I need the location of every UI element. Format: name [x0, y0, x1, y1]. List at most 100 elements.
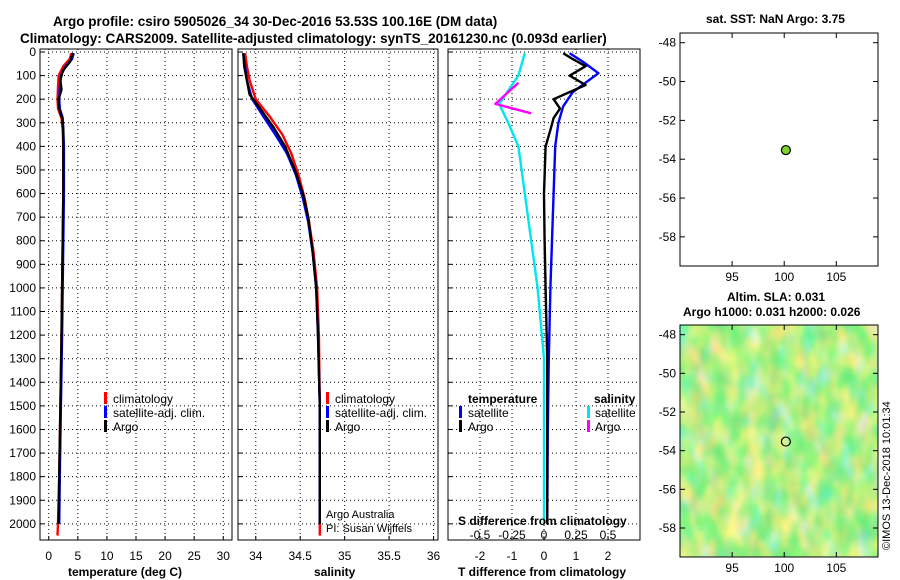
x-tick-label: 0: [45, 549, 52, 563]
x-tick-label: 30: [217, 549, 231, 563]
legend-swatch-satellite-adj: [326, 406, 329, 418]
map-x-tick-label: 95: [725, 561, 739, 575]
depth-tick-label: 1100: [10, 305, 36, 319]
map-x-tick-label: 105: [826, 561, 846, 575]
legend-label-temp-argo: Argo: [468, 420, 494, 434]
series-line-salinity-argo: [494, 81, 532, 115]
depth-tick-label: 1700: [9, 446, 36, 460]
legend-title-salinity: salinity: [594, 392, 636, 406]
sla-map-title-line2: Argo h1000: 0.031 h2000: 0.026: [683, 305, 861, 319]
legend-swatch-temp-argo: [459, 420, 462, 432]
legend-label-argo: Argo: [113, 420, 139, 434]
pi-credit: PI: Susan Wijffels: [326, 523, 412, 535]
s-tick-label: 0: [541, 528, 548, 542]
map-y-tick-label: -58: [659, 230, 677, 244]
depth-tick-label: 800: [16, 234, 36, 248]
depth-tick-label: 2000: [9, 517, 36, 531]
map-y-tick-label: -50: [659, 75, 677, 89]
x-tick-label: 34: [249, 549, 263, 563]
x-tick-label: 15: [129, 549, 143, 563]
depth-tick-label: 1500: [9, 399, 36, 413]
legend-label-satellite-adj: satellite-adj. clim.: [335, 406, 427, 420]
legend-label-sal-satellite: satellite: [595, 406, 636, 420]
t-difference-x-axis-label: T difference from climatology: [458, 565, 626, 579]
salinity-plot-frame: [237, 48, 439, 541]
s-tick-label: -0.25: [498, 528, 526, 542]
x-tick-label: -2: [475, 549, 486, 563]
location-map-title: sat. SST: NaN Argo: 3.75: [706, 12, 845, 26]
legend-swatch-argo: [326, 420, 329, 432]
temperature-plot-frame: [39, 48, 233, 541]
legend-swatch-temp-satellite: [459, 406, 462, 418]
salinity-panel: 34 34.5 35 35.5 36 salinity climatology sate…: [237, 48, 441, 579]
map-y-tick-label: -50: [659, 366, 677, 380]
depth-tick-label: 600: [16, 187, 36, 201]
map-y-tick-label: -56: [659, 482, 677, 496]
depth-tick-label: 1900: [9, 493, 36, 507]
legend-label-satellite-adj: satellite-adj. clim.: [113, 406, 205, 420]
series-line-temperature-satellite: [546, 52, 600, 524]
map-y-tick-label: -48: [659, 36, 677, 50]
legend-label-climatology: climatology: [335, 392, 395, 406]
temperature-legend: climatology satellite-adj. clim. Argo: [104, 392, 205, 434]
s-difference-label: S difference from climatology: [458, 514, 627, 528]
figure-title-line1: Argo profile: csiro 5905026_34 30-Dec-20…: [53, 14, 497, 29]
legend-title-temperature: temperature: [468, 392, 538, 406]
map-y-tick-label: -56: [659, 191, 677, 205]
map-y-tick-label: -52: [659, 405, 677, 419]
depth-tick-label: 1600: [9, 422, 36, 436]
map-x-tick-label: 105: [826, 270, 846, 284]
depth-tick-label: 1200: [9, 328, 36, 342]
legend-label-sal-argo: Argo: [595, 420, 621, 434]
x-tick-label: 36: [427, 549, 441, 563]
x-tick-label: 1: [573, 549, 580, 563]
x-tick-label: 35.5: [377, 549, 401, 563]
map-y-tick-label: -52: [659, 113, 677, 127]
depth-tick-label: 300: [16, 116, 36, 130]
sla-map-title-line1: Altim. SLA: 0.031: [727, 290, 825, 304]
depth-tick-label: 700: [16, 210, 36, 224]
temperature-x-axis-label: temperature (deg C): [68, 565, 182, 579]
depth-tick-label: 500: [16, 163, 36, 177]
x-tick-label: 20: [158, 549, 172, 563]
x-tick-label: -1: [507, 549, 518, 563]
x-tick-label: 0: [541, 549, 548, 563]
s-tick-label: 0.5: [600, 528, 617, 542]
map-x-tick-label: 100: [774, 270, 794, 284]
argo-float-position: [780, 436, 791, 447]
sla-heatmap-field: [680, 325, 878, 557]
salinity-x-axis-label: salinity: [314, 565, 356, 579]
depth-tick-labels: 0 100 200 300 400 500 600 700 800 900 1000 1100 1200…: [9, 45, 36, 531]
legend-swatch-sal-satellite: [587, 406, 590, 418]
imos-timestamp: ©IMOS 13-Dec-2018 10:01:34: [881, 401, 893, 550]
legend-swatch-argo: [104, 420, 107, 432]
temperature-panel: 0100200300400500600700800900100011001200…: [9, 45, 233, 579]
map-y-tick-label: -54: [659, 444, 677, 458]
x-tick-label: 25: [188, 549, 202, 563]
sla-map-panel: Altim. SLA: 0.031 Argo h1000: 0.031 h200…: [659, 290, 879, 575]
argo-australia-credit: Argo Australia: [326, 509, 395, 521]
depth-tick-label: 0: [29, 45, 36, 59]
map-y-tick-label: -54: [659, 152, 677, 166]
map-x-tick-label: 95: [725, 270, 739, 284]
s-tick-label: 0.25: [564, 528, 588, 542]
figure-title-line2: Climatology: CARS2009. Satellite-adjuste…: [20, 31, 607, 46]
depth-tick-label: 200: [16, 92, 36, 106]
legend-swatch-satellite-adj: [104, 406, 107, 418]
legend-swatch-sal-argo: [587, 420, 590, 432]
depth-tick-label: 1300: [9, 352, 36, 366]
sla-map-frame: [679, 324, 879, 558]
legend-label-climatology: climatology: [113, 392, 173, 406]
map-y-tick-label: -58: [659, 521, 677, 535]
x-tick-label: 2: [605, 549, 612, 563]
difference-panel: -2 -1 0 1 2 -0.5 -0.25 0 0.25 0.5 S difference f…: [447, 48, 641, 579]
difference-legend: temperature salinity satellite Argo sate…: [459, 392, 636, 434]
series-line-argo: [57, 52, 74, 524]
x-tick-label: 5: [74, 549, 81, 563]
s-tick-label: -0.5: [470, 528, 491, 542]
x-tick-label: 34.5: [289, 549, 313, 563]
depth-tick-label: 1400: [9, 375, 36, 389]
depth-tick-label: 900: [16, 257, 36, 271]
location-map-frame: [679, 32, 879, 267]
